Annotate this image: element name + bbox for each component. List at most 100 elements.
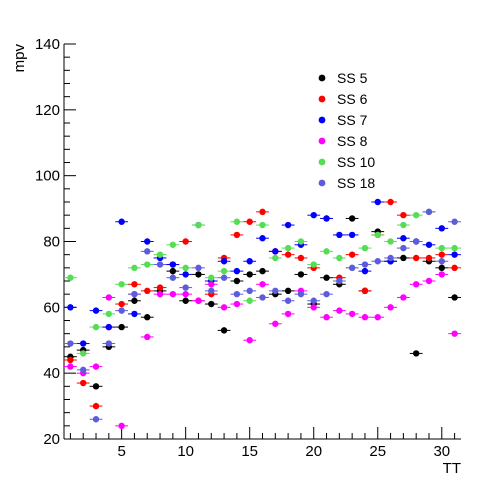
data-point	[182, 297, 189, 304]
series-ss-8	[64, 271, 461, 430]
data-point	[144, 248, 151, 255]
x-tick-label: 5	[117, 443, 125, 460]
y-tick-label: 140	[35, 36, 60, 53]
data-point	[92, 307, 100, 314]
data-point	[272, 287, 279, 295]
data-point	[374, 314, 381, 321]
data-point	[131, 297, 138, 304]
data-point	[272, 248, 279, 255]
data-point	[323, 248, 330, 255]
data-point	[208, 300, 215, 308]
data-point	[259, 235, 266, 242]
data-point	[208, 281, 215, 288]
data-point	[195, 264, 202, 272]
data-point	[297, 271, 305, 278]
data-point	[310, 297, 317, 304]
data-point	[182, 238, 189, 245]
y-tick-label: 120	[35, 102, 60, 119]
data-point	[67, 356, 74, 364]
data-point	[438, 264, 445, 272]
data-point	[438, 251, 445, 258]
data-point	[336, 231, 343, 239]
data-point	[118, 323, 125, 331]
y-tick-label: 40	[43, 365, 60, 382]
data-point	[451, 218, 458, 225]
y-axis-title: mpv	[11, 44, 28, 73]
data-point	[246, 271, 253, 278]
data-point	[412, 254, 420, 262]
data-point	[118, 218, 125, 225]
data-point	[438, 225, 445, 232]
data-point	[118, 422, 125, 430]
legend-label: SS 10	[337, 154, 375, 170]
data-point	[80, 379, 87, 387]
data-point	[118, 300, 125, 308]
data-point	[156, 284, 164, 291]
data-point	[284, 244, 292, 252]
data-point	[92, 416, 100, 423]
data-point	[284, 297, 292, 304]
data-point	[80, 366, 87, 374]
data-point	[220, 304, 228, 311]
data-point	[387, 198, 394, 206]
data-point	[323, 274, 330, 281]
data-point	[246, 287, 253, 295]
x-tick-label: 15	[241, 443, 258, 460]
data-point	[361, 244, 369, 252]
data-point	[67, 274, 74, 281]
x-tick-label: 20	[305, 443, 322, 460]
data-point	[182, 290, 189, 298]
data-point	[144, 333, 151, 341]
x-axis-title: TT	[443, 460, 461, 477]
data-point	[220, 327, 228, 334]
data-point	[131, 290, 138, 298]
data-point	[233, 218, 241, 225]
data-point	[284, 287, 292, 295]
data-point	[259, 294, 266, 301]
data-point	[425, 241, 433, 248]
data-point	[297, 254, 305, 262]
data-point	[348, 251, 356, 258]
legend: SS 5 SS 6 SS 7 SS 8 SS 10 SS 18	[318, 70, 375, 191]
data-point	[310, 211, 317, 219]
data-point	[297, 290, 305, 298]
data-point	[361, 267, 369, 275]
data-point	[144, 238, 151, 245]
data-point	[451, 251, 458, 258]
data-point	[233, 277, 241, 285]
data-point	[67, 340, 74, 347]
data-point	[400, 221, 407, 229]
data-point	[92, 363, 100, 370]
data-point	[233, 231, 241, 239]
data-point	[387, 254, 394, 262]
data-point	[118, 281, 125, 288]
data-point	[67, 304, 74, 311]
data-point	[259, 281, 266, 288]
data-point	[182, 271, 189, 278]
data-point	[412, 238, 420, 245]
legend-label: SS 18	[337, 175, 375, 191]
data-point	[233, 290, 241, 298]
legend-label: SS 8	[337, 133, 368, 149]
data-point	[425, 277, 433, 285]
data-point	[259, 208, 266, 216]
legend-marker	[318, 158, 326, 166]
data-point	[387, 238, 394, 245]
data-point	[220, 267, 228, 275]
legend-label: SS 5	[337, 70, 368, 86]
data-point	[412, 350, 420, 357]
data-point	[438, 244, 445, 252]
data-point	[425, 254, 433, 262]
data-point	[182, 264, 189, 272]
data-point	[169, 241, 177, 248]
data-point	[259, 267, 266, 275]
data-point	[105, 310, 113, 318]
data-point	[412, 211, 420, 219]
legend-marker	[318, 116, 326, 124]
data-point	[144, 287, 151, 295]
data-point	[374, 231, 381, 239]
plot-frame	[63, 44, 461, 440]
data-point	[80, 340, 87, 347]
data-point	[208, 287, 215, 295]
x-tick-label: 10	[177, 443, 194, 460]
